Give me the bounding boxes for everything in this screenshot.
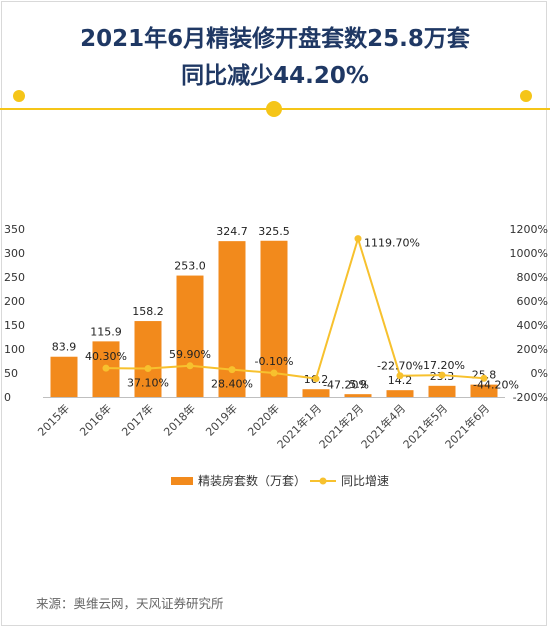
growth-value-label: -44.20% xyxy=(473,378,519,391)
decor-dot-center xyxy=(266,101,282,117)
bar xyxy=(218,241,246,397)
y-right-tick-label: 800% xyxy=(517,271,548,284)
growth-marker xyxy=(102,364,110,372)
growth-value-label: 1119.70% xyxy=(364,237,420,250)
chart-title-line2: 同比减少44.20% xyxy=(181,63,369,89)
bar xyxy=(428,385,456,397)
bar xyxy=(176,275,204,397)
y-right-tick-label: 400% xyxy=(517,319,548,332)
source-note: 来源：奥维云网，天风证券研究所 xyxy=(36,596,224,611)
growth-marker xyxy=(354,235,362,243)
growth-value-label: -22.70% xyxy=(377,360,423,373)
x-tick-label: 2021年5月 xyxy=(400,401,450,451)
bar-value-label: 253.0 xyxy=(174,260,206,273)
bar-value-label: 83.9 xyxy=(52,341,77,354)
x-tick-label: 2016年 xyxy=(77,401,114,438)
y-right-tick-label: -200% xyxy=(513,391,548,404)
growth-marker xyxy=(438,371,446,379)
legend-bar-label: 精装房套数（万套） xyxy=(198,473,306,488)
x-tick-label: 2021年6月 xyxy=(442,401,492,451)
bar-value-label: 115.9 xyxy=(90,325,122,338)
y-right-tick-label: 0% xyxy=(531,367,548,380)
growth-value-label: -47.20% xyxy=(323,379,369,392)
y-left-tick-label: 50 xyxy=(4,367,18,380)
y-left-tick-label: 200 xyxy=(4,295,25,308)
bar-value-label: 158.2 xyxy=(132,305,164,318)
y-right-tick-label: 1000% xyxy=(510,247,548,260)
x-tick-label: 2017年 xyxy=(119,401,156,438)
y-left-tick-label: 300 xyxy=(4,247,25,260)
x-tick-label: 2021年4月 xyxy=(358,401,408,451)
growth-marker xyxy=(480,374,488,382)
y-right-tick-label: 1200% xyxy=(510,223,548,236)
growth-marker xyxy=(396,372,404,380)
bar xyxy=(344,394,372,397)
growth-line xyxy=(105,235,485,380)
x-tick-label: 2015年 xyxy=(35,401,72,438)
y-right-tick-label: 200% xyxy=(517,343,548,356)
x-tick-label: 2019年 xyxy=(203,401,240,438)
bar xyxy=(134,321,162,397)
bar xyxy=(302,389,330,397)
bar-value-label: 14.2 xyxy=(388,374,413,387)
y-left-tick-label: 0 xyxy=(4,391,11,404)
bar xyxy=(386,390,414,397)
y-left-tick-label: 350 xyxy=(4,223,25,236)
legend-line-label: 同比增速 xyxy=(341,474,389,488)
growth-marker xyxy=(228,366,236,374)
chart-title-line1: 2021年6月精装修开盘套数25.8万套 xyxy=(80,26,470,52)
y-left-tick-label: 150 xyxy=(4,319,25,332)
growth-marker xyxy=(312,375,320,383)
y-left-tick-label: 100 xyxy=(4,343,25,356)
growth-value-label: 37.10% xyxy=(127,377,169,390)
x-tick-label: 2021年1月 xyxy=(274,401,324,451)
bar-value-label: 325.5 xyxy=(258,225,290,238)
growth-value-label: -17.20% xyxy=(419,359,465,372)
decor-dot-left xyxy=(13,90,25,102)
bar-value-label: 324.7 xyxy=(216,225,248,238)
bar-value-label: 5.9 xyxy=(349,378,367,391)
growth-value-label: 28.40% xyxy=(211,378,253,391)
x-tick-label: 2020年 xyxy=(245,401,282,438)
x-tick-label: 2018年 xyxy=(161,401,198,438)
growth-value-label: 40.30% xyxy=(85,350,127,363)
y-right-tick-label: 600% xyxy=(517,295,548,308)
bar xyxy=(50,356,78,397)
growth-value-label: 59.90% xyxy=(169,348,211,361)
growth-marker xyxy=(186,362,194,370)
bar xyxy=(470,384,498,397)
growth-value-label: -0.10% xyxy=(255,355,294,368)
decor-dot-right xyxy=(520,90,532,102)
legend-line-marker xyxy=(319,477,327,485)
growth-marker xyxy=(144,365,152,373)
legend-bar-swatch xyxy=(171,477,193,485)
y-left-tick-label: 250 xyxy=(4,271,25,284)
growth-marker xyxy=(270,369,278,377)
x-tick-label: 2021年2月 xyxy=(316,401,366,451)
